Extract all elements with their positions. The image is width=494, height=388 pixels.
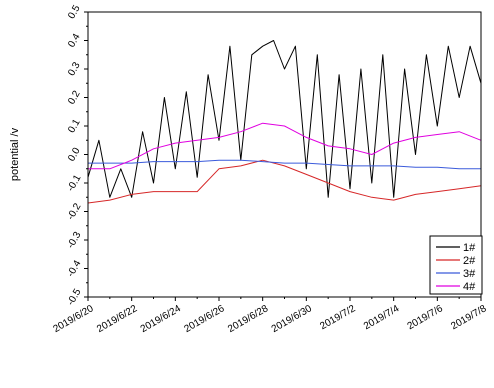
x-tick-label: 2019/6/22 xyxy=(95,303,139,335)
y-axis-title-group: potential /v xyxy=(9,127,21,181)
y-tick-label: -0.5 xyxy=(65,287,83,308)
x-tick-label: 2019/7/6 xyxy=(406,303,446,332)
legend: 1#2#3#4# xyxy=(429,235,483,295)
legend-label: 4# xyxy=(463,281,476,293)
x-tick-label: 2019/6/30 xyxy=(270,303,314,335)
legend-box xyxy=(429,235,483,295)
y-tick-label: 0.4 xyxy=(66,32,83,50)
legend-label: 1# xyxy=(463,242,476,254)
y-tick-label: -0.2 xyxy=(65,201,83,222)
series-line-3 xyxy=(88,159,481,170)
y-tick-label: 0.1 xyxy=(66,117,83,135)
y-tick-label: 0.0 xyxy=(66,146,83,164)
y-tick-label: -0.4 xyxy=(65,258,83,279)
x-tick-label: 2019/7/2 xyxy=(318,303,358,332)
y-tick-label: 0.5 xyxy=(66,3,83,21)
series-line-1 xyxy=(87,40,482,198)
series-line-2 xyxy=(87,159,482,204)
x-tick-label: 2019/6/24 xyxy=(139,303,183,335)
y-tick-label: 0.3 xyxy=(66,60,83,78)
x-tick-label: 2019/7/4 xyxy=(362,303,402,332)
series-layer xyxy=(87,40,482,204)
y-axis-title: potential /v xyxy=(9,127,21,181)
series-line-4 xyxy=(88,122,482,170)
y-tick-label: -0.3 xyxy=(65,230,83,251)
y-tick-label: -0.1 xyxy=(65,173,83,194)
x-tick-label: 2019/7/8 xyxy=(449,303,489,332)
axes: -0.5 -0.4 -0.3 -0.2 -0.1 0.0 0.1 0.2 0.3 0.4 0.5 20… xyxy=(51,3,488,335)
y-tick-label: 0.2 xyxy=(66,89,83,107)
legend-label: 2# xyxy=(463,255,476,267)
legend-label: 3# xyxy=(463,268,476,280)
x-tick-label: 2019/6/26 xyxy=(182,303,226,335)
x-tick-label: 2019/6/28 xyxy=(226,303,270,335)
